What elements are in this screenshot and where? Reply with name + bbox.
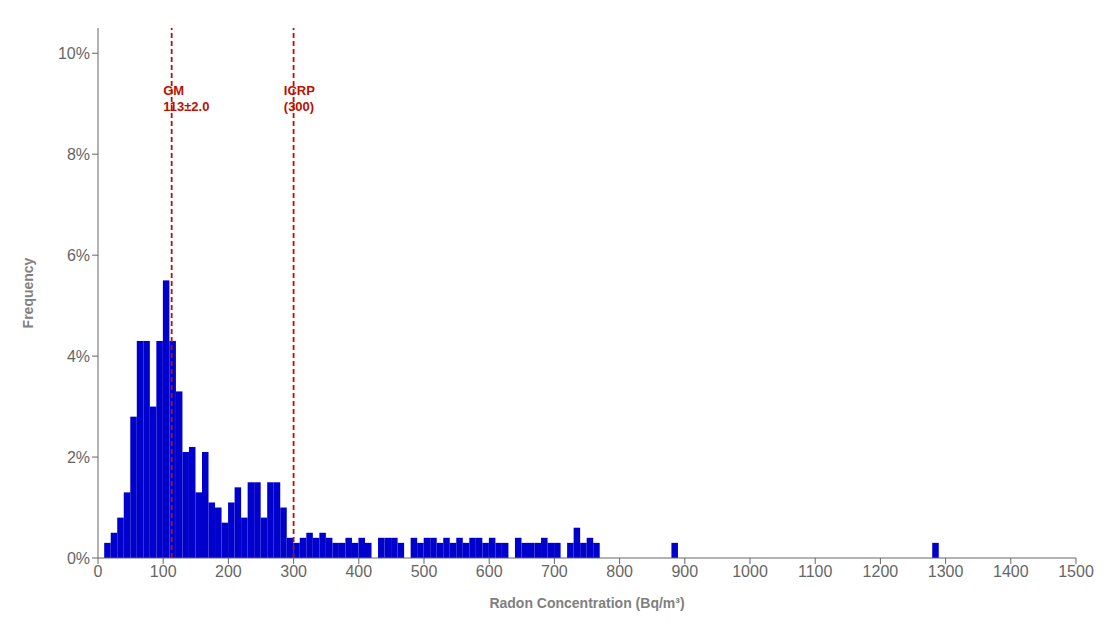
svg-text:GM113±2.0: GM113±2.0 bbox=[163, 83, 209, 114]
svg-text:Radon Concentration (Bq/m³): Radon Concentration (Bq/m³) bbox=[489, 595, 684, 611]
svg-text:10%: 10% bbox=[58, 45, 90, 62]
svg-text:ICRP(300): ICRP(300) bbox=[284, 83, 315, 114]
svg-text:0: 0 bbox=[94, 563, 103, 580]
svg-text:1100: 1100 bbox=[798, 563, 833, 580]
svg-text:2%: 2% bbox=[67, 449, 90, 466]
svg-text:500: 500 bbox=[411, 563, 438, 580]
svg-text:0%: 0% bbox=[67, 550, 90, 567]
svg-text:700: 700 bbox=[541, 563, 568, 580]
svg-text:8%: 8% bbox=[67, 146, 90, 163]
svg-text:900: 900 bbox=[671, 563, 698, 580]
svg-text:600: 600 bbox=[476, 563, 503, 580]
svg-text:4%: 4% bbox=[67, 348, 90, 365]
svg-text:Frequency: Frequency bbox=[20, 257, 36, 328]
svg-text:1300: 1300 bbox=[928, 563, 964, 580]
svg-text:300: 300 bbox=[280, 563, 307, 580]
svg-text:1400: 1400 bbox=[993, 563, 1029, 580]
svg-text:1000: 1000 bbox=[732, 563, 768, 580]
svg-text:800: 800 bbox=[606, 563, 633, 580]
svg-text:400: 400 bbox=[345, 563, 372, 580]
svg-text:6%: 6% bbox=[67, 247, 90, 264]
svg-text:200: 200 bbox=[215, 563, 242, 580]
svg-text:1500: 1500 bbox=[1058, 563, 1094, 580]
svg-text:100: 100 bbox=[150, 563, 177, 580]
svg-text:1200: 1200 bbox=[863, 563, 899, 580]
